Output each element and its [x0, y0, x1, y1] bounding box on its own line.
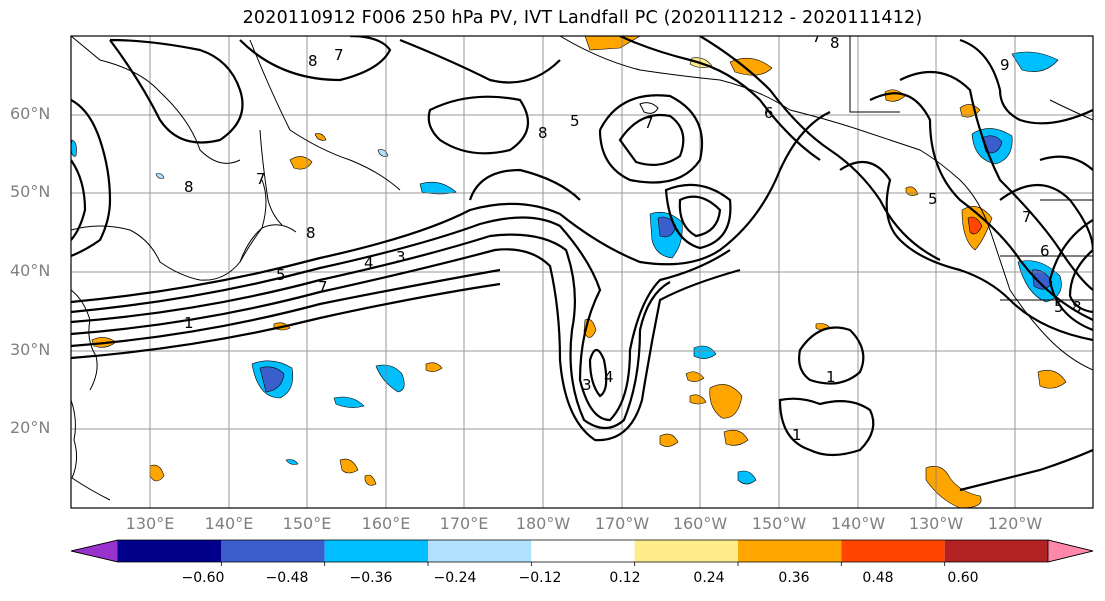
contour-label: 9	[1000, 56, 1010, 74]
contour-label: 3	[396, 248, 406, 266]
lon-label-130w: 130°W	[908, 514, 964, 533]
lon-label-170w: 170°W	[594, 514, 650, 533]
colorbar-segment	[118, 540, 222, 562]
lon-label-160w: 160°W	[672, 514, 728, 533]
contour-label: 7	[1022, 208, 1032, 226]
colorbar-tick-label: 0.60	[947, 570, 979, 586]
lon-label-150w: 150°W	[751, 514, 807, 533]
colorbar-tick-label: −0.24	[433, 570, 477, 586]
contour-label: 7	[256, 170, 266, 188]
colorbar-tick-label: 0.48	[862, 570, 894, 586]
contour-label: 7	[812, 28, 822, 46]
colorbar-segment	[221, 540, 325, 562]
lon-label-130e: 130°E	[125, 514, 175, 533]
contour-label: 5	[570, 112, 580, 130]
colorbar-segment	[841, 540, 945, 562]
colorbar-segment	[531, 540, 635, 562]
contour-label: 8	[538, 124, 548, 142]
lat-label-60n: 60°N	[10, 104, 51, 123]
lat-label-40n: 40°N	[10, 261, 51, 280]
lon-label-160e: 160°E	[361, 514, 411, 533]
colorbar	[70, 539, 1094, 566]
lat-label-30n: 30°N	[10, 340, 51, 359]
colorbar-tick-label: 0.24	[693, 570, 725, 586]
contour-label: 5	[1054, 298, 1064, 316]
colorbar-tick-label: −0.60	[181, 570, 225, 586]
contour-label: 6	[1040, 242, 1050, 260]
figure-title: 2020110912 F006 250 hPa PV, IVT Landfall…	[242, 8, 923, 28]
lon-label-150e: 150°E	[282, 514, 332, 533]
contour-label: 8	[308, 52, 318, 70]
contour-label: 8	[306, 224, 316, 242]
colorbar-tick-label: −0.12	[518, 570, 562, 586]
colorbar-segment	[738, 540, 842, 562]
colorbar-segment	[944, 540, 1048, 562]
contour-label: 7	[334, 46, 344, 64]
contour-label: 1	[184, 314, 194, 332]
colorbar-outline	[70, 539, 1094, 563]
colorbar-segment	[428, 540, 532, 562]
lon-label-180w: 180°W	[515, 514, 571, 533]
lon-label-140e: 140°E	[204, 514, 254, 533]
contour-label: 7	[318, 278, 328, 296]
map-border	[70, 35, 1094, 509]
contour-label: 3	[582, 376, 592, 394]
contour-label: 5	[928, 190, 938, 208]
graticule	[71, 36, 1093, 508]
colorbar-tick-label: −0.36	[349, 570, 393, 586]
contour-label: 4	[604, 368, 614, 386]
contour-label: 8	[1072, 298, 1082, 316]
colorbar-tick-label: −0.48	[265, 570, 309, 586]
contour-label: 7	[644, 114, 654, 132]
lon-label-120w: 120°W	[987, 514, 1043, 533]
contour-label: 1	[826, 368, 836, 386]
coastlines	[71, 36, 1093, 501]
contour-label: 1	[792, 426, 802, 444]
colorbar-extend-max	[1047, 539, 1094, 563]
contour-labels: 8 7 8 7 9 8 5 8 7 4 3 7 5 8 7 1 6 5 4 3 …	[184, 28, 1082, 444]
pv-contours	[71, 36, 1093, 492]
colorbar-segment	[634, 540, 738, 562]
lon-label-170e: 170°E	[439, 514, 489, 533]
contour-label: 6	[764, 104, 774, 122]
colorbar-extend-min	[70, 539, 119, 563]
lon-label-140w: 140°W	[830, 514, 886, 533]
contour-label: 4	[364, 254, 374, 272]
lat-label-20n: 20°N	[10, 418, 51, 437]
colorbar-tick-label: 0.36	[778, 570, 810, 586]
contour-label: 8	[184, 178, 194, 196]
colorbar-tick-label: 0.12	[609, 570, 641, 586]
contour-label: 5	[276, 266, 286, 284]
lat-label-50n: 50°N	[10, 182, 51, 201]
contour-label: 8	[830, 34, 840, 52]
colorbar-segment	[324, 540, 428, 562]
